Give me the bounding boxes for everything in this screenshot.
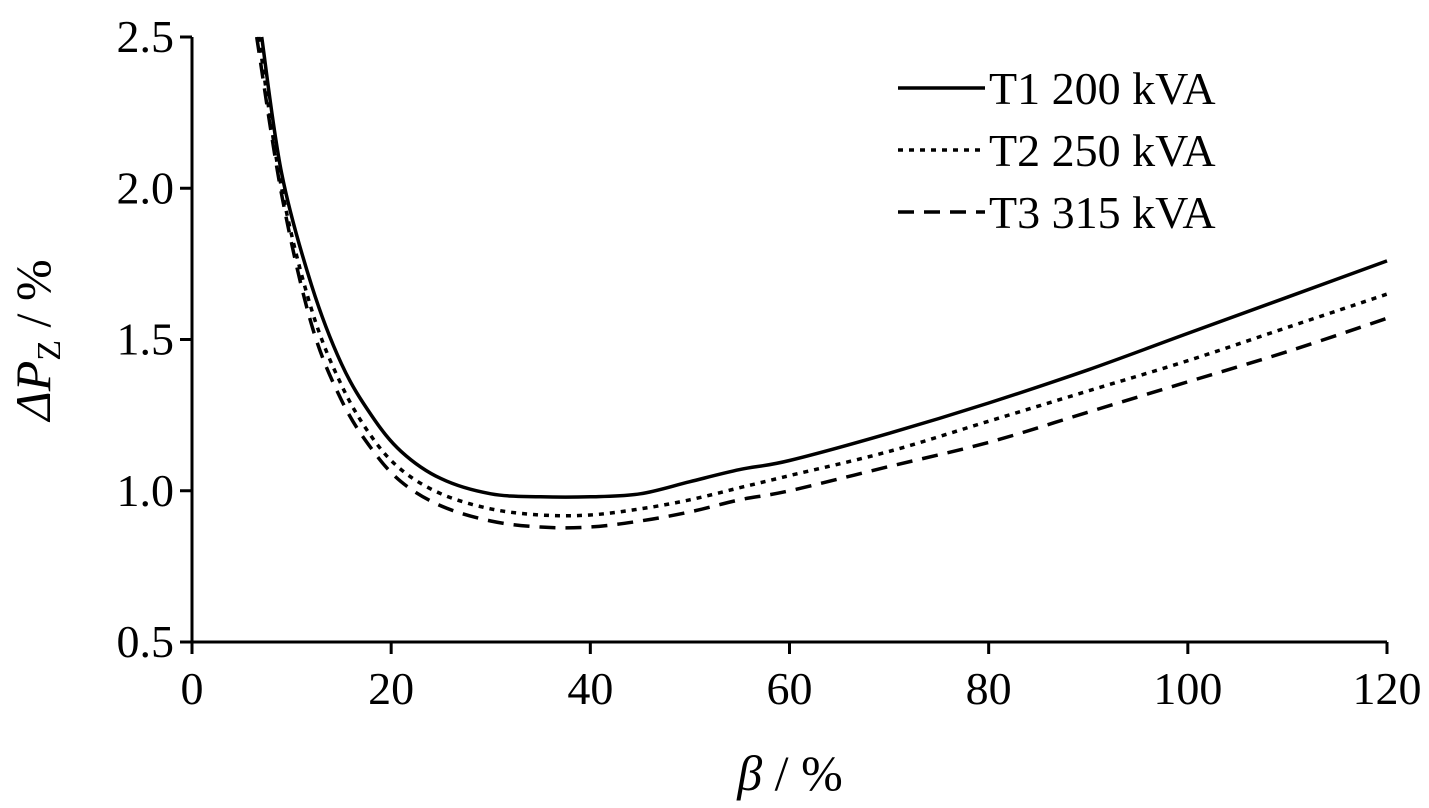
legend: T1 200 kVA T2 250 kVA T3 315 kVA (898, 63, 1216, 238)
series-line-3 (254, 36, 1388, 530)
x-tick-label: 120 (1353, 663, 1422, 714)
x-tick-label: 100 (1153, 663, 1222, 714)
axis-unit: / % (5, 259, 61, 340)
x-tick-label: 40 (567, 663, 613, 714)
axis-unit: / % (762, 745, 843, 801)
y-tick-label: 1.0 (117, 465, 175, 516)
series-line-1 (259, 36, 1388, 499)
x-tick-label: 0 (181, 663, 204, 714)
y-tick-label: 0.5 (117, 616, 175, 667)
y-axis-label: ΔPZ / % (5, 259, 68, 422)
legend-label-2: T2 250 kVA (989, 125, 1216, 176)
x-tick-label: 60 (767, 663, 813, 714)
y-tick-label: 1.5 (117, 314, 175, 365)
legend-label-3: T3 315 kVA (989, 187, 1216, 238)
legend-label-1: T1 200 kVA (989, 63, 1216, 114)
series-line-2 (256, 36, 1388, 518)
y-tick-label: 2.5 (117, 11, 175, 62)
x-axis-label: β / % (736, 745, 842, 801)
axes: 0.5 1.0 1.5 2.0 2.5 0 20 40 60 80 100 120 (117, 11, 1422, 714)
axis-symbol: β (736, 745, 762, 801)
y-tick-label: 2.0 (117, 162, 175, 213)
x-tick-label: 20 (368, 663, 414, 714)
x-tick-label: 80 (966, 663, 1012, 714)
axis-subscript: Z (31, 340, 68, 361)
series-layer (254, 36, 1388, 530)
axis-symbol: ΔP (5, 361, 61, 423)
